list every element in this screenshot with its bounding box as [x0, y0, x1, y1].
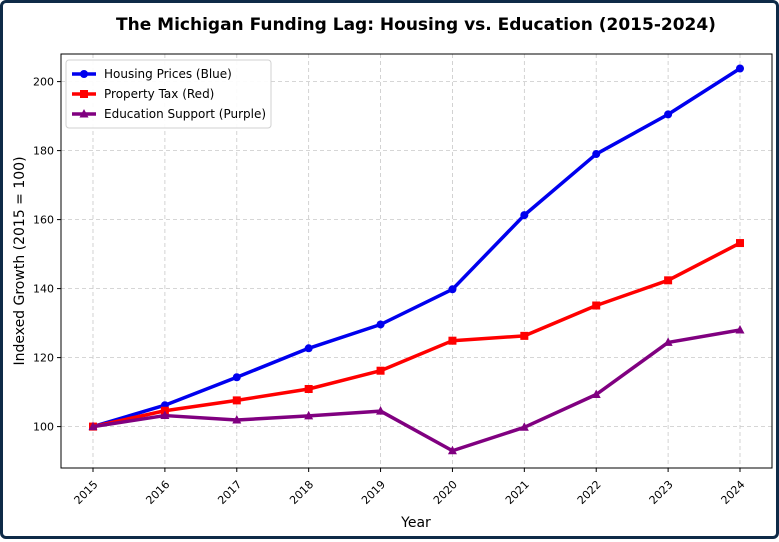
- data-point: [520, 211, 529, 220]
- x-tick-label: 2023: [647, 478, 676, 507]
- data-point: [663, 337, 673, 346]
- data-point: [304, 384, 313, 393]
- legend-label: Property Tax (Red): [104, 87, 214, 101]
- data-point: [736, 239, 744, 248]
- x-tick-label: 2018: [287, 478, 316, 507]
- data-point: [448, 285, 457, 294]
- legend-entry: Housing Prices (Blue): [72, 67, 232, 81]
- data-point: [447, 445, 457, 455]
- grid: [61, 54, 772, 468]
- legend-box: [65, 59, 272, 129]
- data-point: [376, 406, 386, 415]
- legend-marker: [80, 70, 88, 78]
- data-point: [232, 415, 242, 424]
- series-2: [89, 239, 744, 431]
- series-3: [88, 325, 745, 455]
- y-tick-label: 140: [33, 283, 54, 296]
- data-point: [520, 331, 529, 340]
- y-axis-label: Indexed Growth (2015 = 100): [12, 156, 28, 365]
- data-point: [88, 421, 98, 431]
- data-point: [591, 389, 601, 399]
- legend-entry: Property Tax (Red): [72, 87, 214, 101]
- x-tick-label: 2024: [719, 478, 748, 507]
- line-chart: The Michigan Funding Lag: Housing vs. Ed…: [12, 15, 773, 531]
- series-line: [92, 241, 741, 429]
- data-point: [232, 396, 241, 405]
- x-tick-label: 2017: [215, 478, 244, 507]
- data-point: [736, 64, 744, 73]
- legend: Housing Prices (Blue) Property Tax (Red) E…: [65, 59, 272, 129]
- data-point: [304, 344, 313, 353]
- data-point: [376, 320, 385, 329]
- legend-label: Housing Prices (Blue): [104, 67, 232, 81]
- plot-area: [60, 53, 773, 469]
- x-tick-label: 2021: [503, 478, 532, 507]
- data-point: [160, 410, 170, 420]
- x-tick-label: 2020: [431, 478, 460, 507]
- legend-label: Education Support (Purple): [104, 107, 266, 121]
- series-line: [92, 67, 741, 429]
- data-point: [448, 336, 457, 345]
- series-lines: [88, 64, 745, 455]
- data-point: [592, 150, 601, 159]
- y-tick-label: 120: [33, 352, 54, 365]
- legend-marker: [79, 109, 89, 118]
- chart-title: The Michigan Funding Lag: Housing vs. Ed…: [116, 15, 716, 35]
- x-tick-label: 2019: [359, 478, 388, 507]
- data-point: [519, 422, 529, 431]
- x-axis-label: Year: [400, 515, 431, 531]
- y-tick-label: 200: [33, 76, 54, 89]
- y-tick-label: 160: [33, 214, 54, 227]
- data-point: [735, 325, 745, 334]
- data-point: [304, 410, 314, 420]
- legend-entry: Education Support (Purple): [72, 107, 266, 121]
- data-point: [592, 301, 601, 310]
- data-point: [376, 366, 385, 375]
- y-tick-label: 100: [33, 421, 54, 434]
- series-line: [92, 328, 741, 453]
- x-tick-label: 2022: [575, 478, 604, 507]
- data-point: [664, 110, 673, 119]
- y-tick-label: 180: [33, 145, 54, 158]
- data-point: [664, 276, 673, 285]
- data-point: [232, 373, 241, 382]
- x-tick-label: 2015: [72, 478, 101, 507]
- legend-marker: [80, 90, 88, 98]
- x-tick-label: 2016: [143, 478, 172, 507]
